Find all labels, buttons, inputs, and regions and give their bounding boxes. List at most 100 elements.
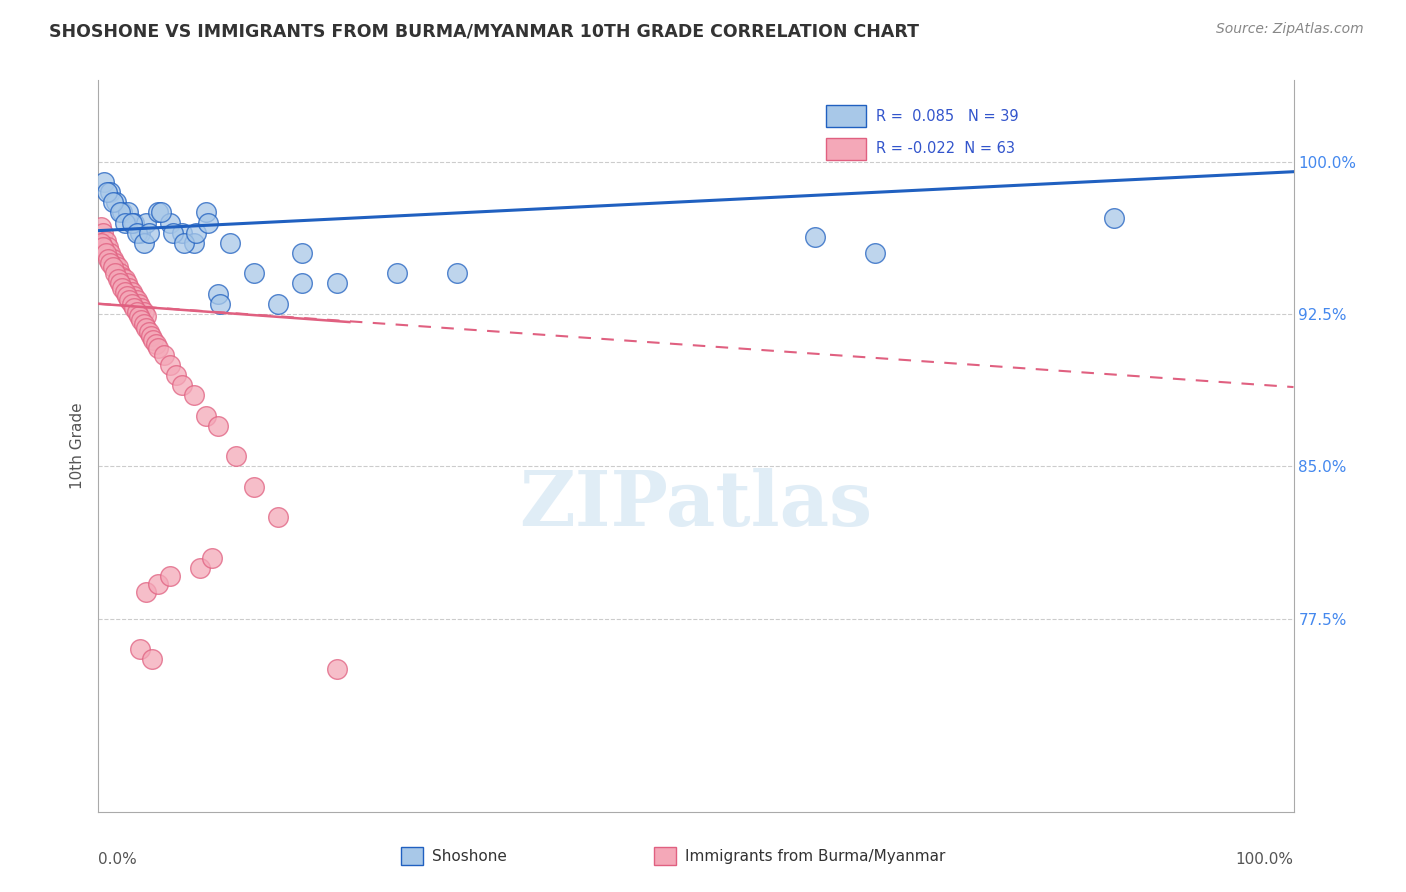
- Point: [115, 277, 138, 291]
- Point: [128, 297, 150, 311]
- Point: [93, 175, 115, 189]
- Point: [243, 480, 266, 494]
- Point: [101, 195, 124, 210]
- Point: [804, 229, 827, 244]
- Point: [243, 266, 266, 280]
- Point: [141, 652, 163, 666]
- Point: [291, 246, 314, 260]
- Point: [90, 235, 112, 250]
- Point: [108, 277, 131, 291]
- Point: [186, 226, 208, 240]
- Point: [183, 388, 205, 402]
- Point: [148, 205, 170, 219]
- Point: [111, 205, 134, 219]
- Point: [135, 585, 157, 599]
- Point: [91, 226, 114, 240]
- Point: [121, 215, 143, 229]
- Point: [219, 235, 242, 250]
- Point: [132, 235, 155, 250]
- Point: [188, 561, 211, 575]
- Point: [94, 234, 117, 248]
- Point: [101, 252, 124, 266]
- Point: [132, 305, 155, 319]
- Point: [207, 418, 229, 433]
- Point: [195, 409, 218, 423]
- Point: [197, 215, 219, 229]
- Point: [118, 293, 141, 307]
- Point: [183, 235, 205, 250]
- Point: [114, 215, 136, 229]
- Point: [132, 317, 155, 331]
- Point: [98, 185, 122, 199]
- Point: [104, 266, 127, 280]
- Point: [172, 226, 194, 240]
- Point: [94, 246, 117, 260]
- Point: [105, 195, 128, 210]
- Point: [104, 256, 127, 270]
- Point: [114, 272, 136, 286]
- Point: [142, 334, 165, 348]
- Point: [124, 215, 146, 229]
- Text: SHOSHONE VS IMMIGRANTS FROM BURMA/MYANMAR 10TH GRADE CORRELATION CHART: SHOSHONE VS IMMIGRANTS FROM BURMA/MYANMA…: [49, 22, 920, 40]
- Point: [172, 378, 194, 392]
- Point: [124, 288, 146, 302]
- Text: ZIPatlas: ZIPatlas: [519, 467, 873, 541]
- Point: [98, 246, 122, 260]
- Point: [138, 325, 160, 339]
- Y-axis label: 10th Grade: 10th Grade: [69, 402, 84, 490]
- Point: [96, 185, 118, 199]
- Point: [108, 205, 131, 219]
- Point: [1104, 211, 1126, 226]
- Point: [135, 215, 157, 229]
- Point: [97, 252, 120, 266]
- Point: [131, 313, 153, 327]
- Point: [125, 305, 148, 319]
- Point: [107, 260, 129, 275]
- Text: 100.0%: 100.0%: [1236, 852, 1294, 867]
- Point: [326, 663, 349, 677]
- Point: [267, 297, 290, 311]
- Point: [129, 642, 152, 657]
- Point: [148, 342, 170, 356]
- Point: [121, 285, 143, 299]
- Point: [108, 266, 131, 280]
- Point: [121, 297, 143, 311]
- Point: [139, 329, 162, 343]
- Point: [91, 240, 114, 254]
- Point: [117, 205, 139, 219]
- Point: [135, 309, 157, 323]
- Point: [153, 348, 176, 362]
- Point: [446, 266, 468, 280]
- Point: [225, 449, 247, 463]
- Point: [165, 368, 187, 382]
- Point: [107, 272, 129, 286]
- Point: [138, 226, 160, 240]
- Text: Immigrants from Burma/Myanmar: Immigrants from Burma/Myanmar: [685, 849, 945, 863]
- Point: [111, 270, 134, 285]
- Text: 0.0%: 0.0%: [98, 852, 138, 867]
- Point: [385, 266, 409, 280]
- Point: [98, 256, 122, 270]
- Point: [159, 569, 181, 583]
- Text: Shoshone: Shoshone: [432, 849, 506, 863]
- Point: [207, 286, 229, 301]
- Point: [125, 226, 148, 240]
- Point: [90, 219, 112, 234]
- Point: [115, 288, 138, 302]
- Point: [195, 205, 218, 219]
- Point: [149, 205, 172, 219]
- Point: [865, 246, 887, 260]
- Point: [159, 358, 181, 372]
- Point: [97, 240, 120, 254]
- Point: [131, 301, 153, 315]
- Point: [159, 215, 181, 229]
- Point: [201, 550, 224, 565]
- Point: [148, 577, 170, 591]
- Point: [162, 226, 184, 240]
- Point: [118, 280, 141, 294]
- Point: [124, 301, 146, 315]
- Point: [128, 309, 150, 323]
- Point: [291, 277, 314, 291]
- Point: [101, 260, 124, 275]
- Point: [145, 337, 167, 351]
